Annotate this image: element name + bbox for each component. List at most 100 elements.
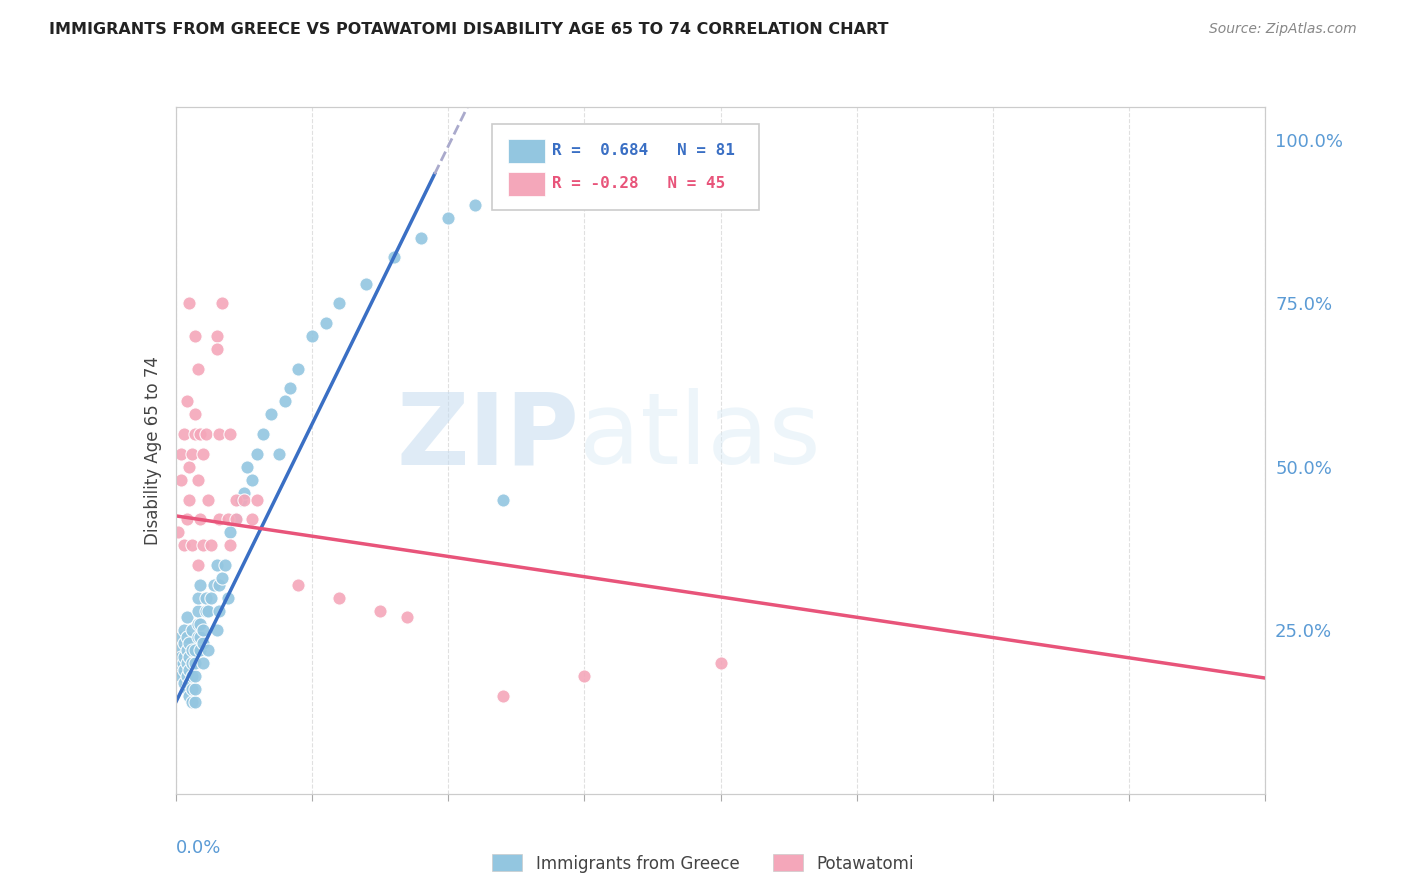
FancyBboxPatch shape bbox=[492, 124, 759, 211]
Point bbox=[219, 525, 242, 540]
Point bbox=[181, 656, 204, 670]
Point bbox=[170, 669, 193, 683]
Point bbox=[173, 675, 195, 690]
Point bbox=[492, 689, 515, 703]
Point bbox=[186, 630, 209, 644]
Point bbox=[179, 675, 201, 690]
Point bbox=[217, 512, 239, 526]
Point bbox=[191, 624, 214, 638]
Point bbox=[188, 427, 211, 442]
Point bbox=[181, 624, 204, 638]
Point bbox=[179, 636, 201, 650]
Point bbox=[169, 656, 191, 670]
Point bbox=[181, 643, 204, 657]
Point bbox=[200, 591, 222, 605]
Point bbox=[188, 630, 211, 644]
Point bbox=[167, 525, 190, 540]
Point bbox=[208, 604, 231, 618]
Point bbox=[166, 649, 188, 664]
Point bbox=[217, 591, 239, 605]
Point bbox=[179, 663, 201, 677]
Point bbox=[181, 447, 204, 461]
Point bbox=[382, 251, 405, 265]
Point bbox=[202, 577, 225, 591]
Point bbox=[205, 342, 228, 356]
Point bbox=[184, 682, 207, 697]
Text: R = -0.28   N = 45: R = -0.28 N = 45 bbox=[551, 176, 725, 191]
Point bbox=[179, 459, 201, 474]
Point bbox=[186, 616, 209, 631]
Point bbox=[200, 538, 222, 552]
Point bbox=[184, 408, 207, 422]
Text: atlas: atlas bbox=[579, 388, 821, 485]
Point bbox=[191, 447, 214, 461]
Point bbox=[214, 558, 236, 572]
Point bbox=[232, 486, 254, 500]
Point bbox=[246, 447, 269, 461]
Point bbox=[173, 538, 195, 552]
Point bbox=[176, 643, 198, 657]
Point bbox=[240, 473, 263, 487]
Point bbox=[301, 329, 323, 343]
Point bbox=[176, 669, 198, 683]
FancyBboxPatch shape bbox=[508, 138, 546, 163]
Point bbox=[252, 427, 274, 442]
Point bbox=[170, 447, 193, 461]
Point bbox=[287, 577, 309, 591]
Point bbox=[184, 695, 207, 709]
Point bbox=[396, 610, 419, 624]
Point bbox=[181, 695, 204, 709]
Point bbox=[176, 656, 198, 670]
Point bbox=[328, 296, 350, 310]
Point bbox=[208, 427, 231, 442]
Point bbox=[205, 329, 228, 343]
Point bbox=[181, 538, 204, 552]
Point bbox=[278, 381, 301, 395]
Point bbox=[225, 492, 247, 507]
Point bbox=[173, 427, 195, 442]
Point bbox=[225, 512, 247, 526]
Point bbox=[170, 630, 193, 644]
Point bbox=[173, 663, 195, 677]
Point bbox=[191, 656, 214, 670]
Point bbox=[167, 663, 190, 677]
Point bbox=[184, 329, 207, 343]
Text: IMMIGRANTS FROM GREECE VS POTAWATOMI DISABILITY AGE 65 TO 74 CORRELATION CHART: IMMIGRANTS FROM GREECE VS POTAWATOMI DIS… bbox=[49, 22, 889, 37]
Point bbox=[246, 492, 269, 507]
Point bbox=[211, 571, 233, 585]
Point bbox=[186, 558, 209, 572]
Point bbox=[240, 512, 263, 526]
Point bbox=[409, 231, 432, 245]
Point bbox=[274, 394, 297, 409]
Point bbox=[269, 447, 291, 461]
Point bbox=[186, 591, 209, 605]
Point bbox=[173, 636, 195, 650]
FancyBboxPatch shape bbox=[508, 171, 546, 196]
Point bbox=[287, 361, 309, 376]
Point bbox=[188, 577, 211, 591]
Point bbox=[184, 656, 207, 670]
Point bbox=[356, 277, 378, 291]
Point bbox=[260, 408, 283, 422]
Point bbox=[181, 669, 204, 683]
Text: R =  0.684   N = 81: R = 0.684 N = 81 bbox=[551, 143, 734, 158]
Point bbox=[219, 538, 242, 552]
Point bbox=[179, 296, 201, 310]
Point bbox=[170, 473, 193, 487]
Point bbox=[167, 643, 190, 657]
Point bbox=[173, 624, 195, 638]
Point bbox=[179, 649, 201, 664]
Point bbox=[188, 512, 211, 526]
Point bbox=[176, 682, 198, 697]
Point bbox=[186, 604, 209, 618]
Point bbox=[437, 211, 460, 226]
Point bbox=[225, 512, 247, 526]
Point bbox=[191, 636, 214, 650]
Point bbox=[176, 512, 198, 526]
Point bbox=[181, 682, 204, 697]
Point bbox=[231, 492, 253, 507]
Point bbox=[184, 643, 207, 657]
Point bbox=[232, 492, 254, 507]
Point bbox=[464, 198, 486, 212]
Point bbox=[205, 558, 228, 572]
